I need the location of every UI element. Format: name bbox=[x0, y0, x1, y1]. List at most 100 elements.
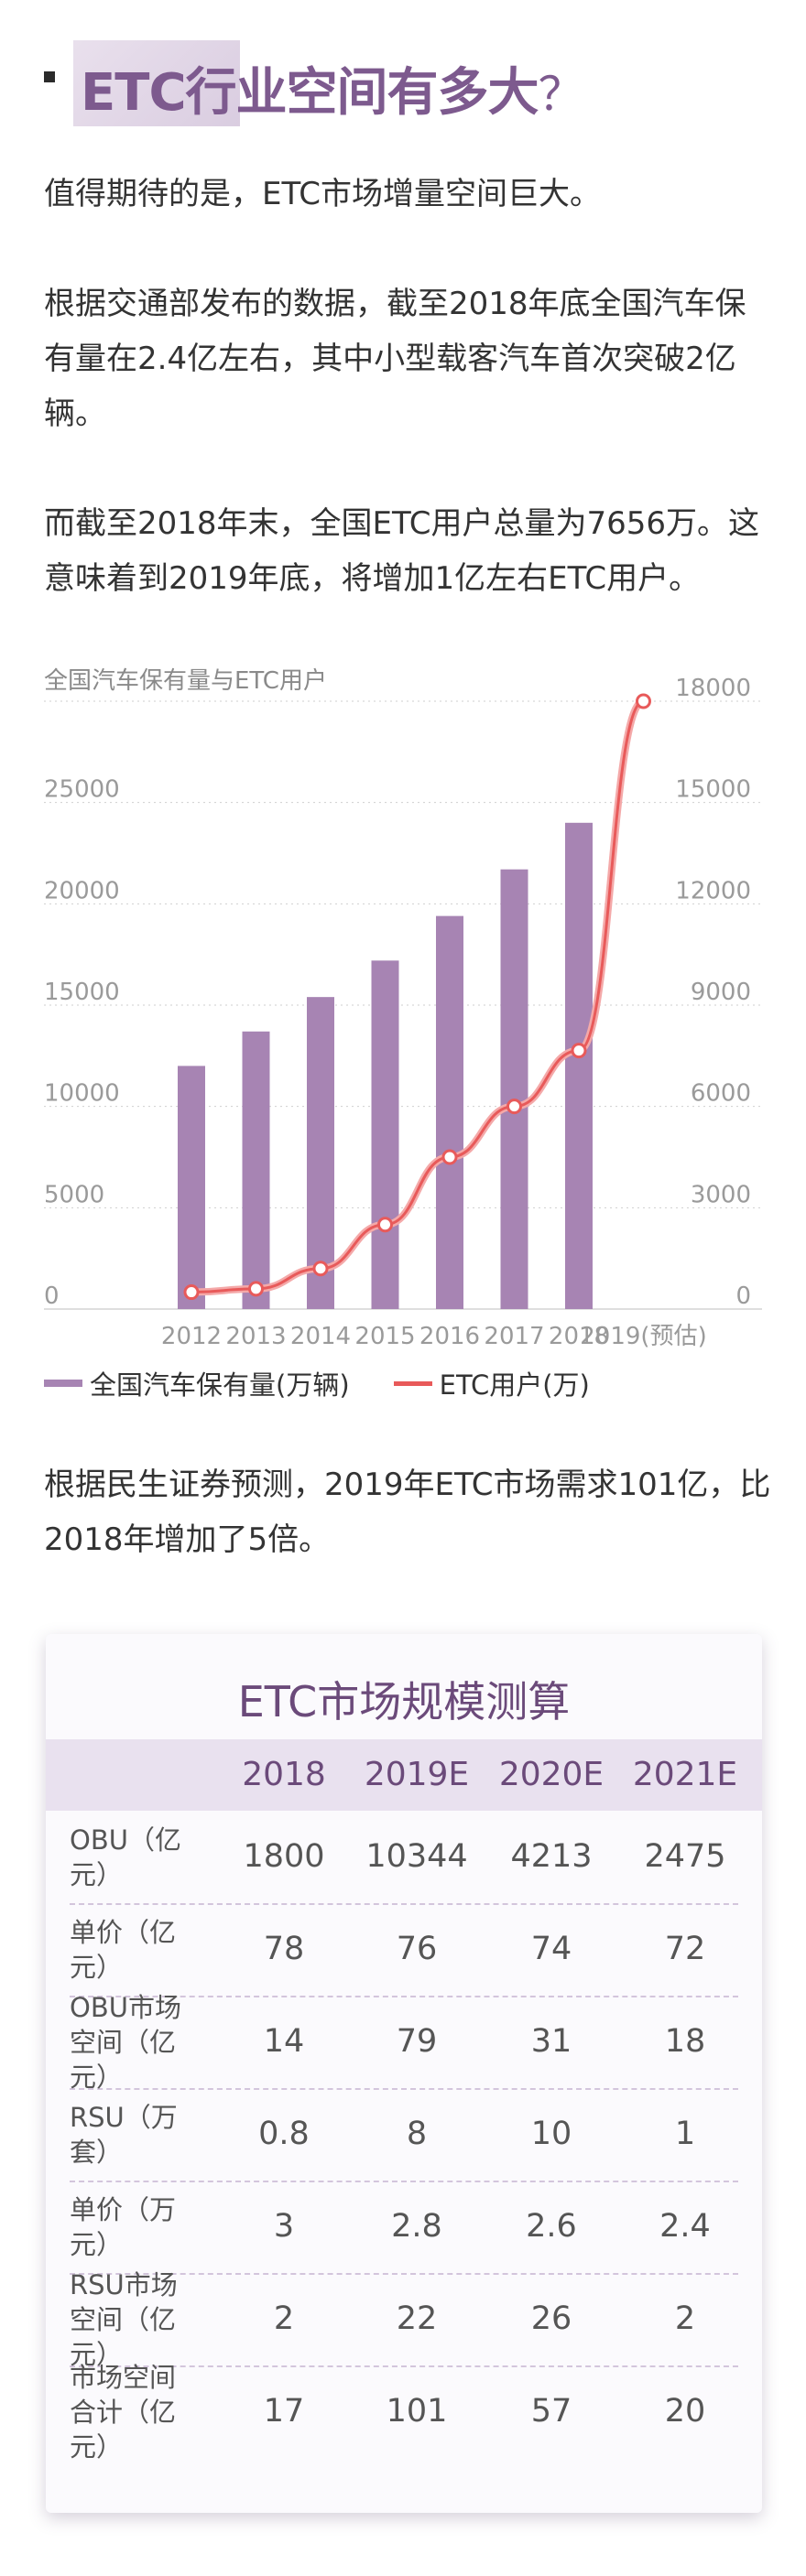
table-cell: 2475 bbox=[644, 1838, 726, 1875]
heading-highlight bbox=[73, 40, 240, 126]
bar-vehicles bbox=[371, 960, 399, 1309]
etc-point bbox=[183, 1284, 200, 1301]
table-cell: 57 bbox=[530, 2393, 572, 2430]
y-right-tick-label: 6000 bbox=[691, 1080, 751, 1108]
table-cell: 10 bbox=[530, 2116, 572, 2152]
etc-point bbox=[312, 1261, 329, 1277]
chart-legend: 全国汽车保有量(万辆) ETC用户(万) bbox=[44, 1364, 634, 1402]
y-right-tick-label: 15000 bbox=[675, 776, 751, 804]
table-cell: 20 bbox=[664, 2393, 706, 2430]
row-label-line: 空间（亿元） bbox=[70, 2303, 177, 2370]
x-tick-label: 2014 bbox=[290, 1323, 351, 1350]
bar-vehicles bbox=[436, 915, 463, 1309]
table-cell: 2 bbox=[273, 2300, 295, 2337]
column-header: 2020E bbox=[498, 1756, 604, 1793]
legend-item-vehicles: 全国汽车保有量(万辆) bbox=[44, 1364, 350, 1402]
legend-label-vehicles: 全国汽车保有量(万辆) bbox=[90, 1369, 350, 1401]
y-left-tick-label: 20000 bbox=[44, 877, 120, 904]
heading-question-mark: ？ bbox=[538, 68, 584, 121]
x-tick-label: 2016 bbox=[419, 1323, 480, 1350]
paragraph-etc-users: 而截至2018年末，全国ETC用户总量为7656万。这意味着到2019年底，将增… bbox=[44, 505, 760, 597]
row-label-line: RSU市场 bbox=[70, 2268, 178, 2300]
x-tick-label: 2013 bbox=[225, 1323, 286, 1350]
table-cell: 22 bbox=[396, 2300, 438, 2337]
row-label-line: RSU（万套） bbox=[70, 2101, 178, 2168]
table-cell: 79 bbox=[396, 2023, 438, 2060]
x-tick-label: 2017 bbox=[484, 1323, 544, 1350]
etc-point bbox=[441, 1149, 458, 1165]
table-cell: 76 bbox=[396, 1931, 438, 1967]
table-cell: 26 bbox=[530, 2300, 572, 2337]
bar-vehicles bbox=[307, 997, 334, 1309]
table-cell: 14 bbox=[263, 2023, 305, 2060]
row-label-line: 市场空间 bbox=[70, 2361, 177, 2393]
heading-title: ETC行业空间有多大 bbox=[81, 63, 539, 123]
column-header: 2021E bbox=[632, 1756, 738, 1793]
x-tick-label: 2018 bbox=[549, 1323, 609, 1350]
row-label: 市场空间 合计（亿元） bbox=[70, 2362, 207, 2462]
heading-bullet bbox=[44, 71, 55, 82]
table-cell: 1800 bbox=[243, 1838, 325, 1875]
chart-title: 全国汽车保有量与ETC用户 bbox=[44, 667, 327, 695]
legend-swatch-bar bbox=[44, 1380, 82, 1387]
legend-item-etc: ETC用户(万) bbox=[393, 1364, 590, 1402]
table-row: OBU（亿元） 1800 10344 4213 2475 bbox=[70, 1811, 738, 1905]
row-label-line: 单价（万元） bbox=[70, 2193, 177, 2260]
y-left-tick-label: 10000 bbox=[44, 1080, 120, 1108]
row-label-line: OBU（亿元） bbox=[70, 1824, 181, 1890]
market-size-card: ETC市场规模测算 2018 2019E 2020E 2021E OBU（亿元）… bbox=[46, 1634, 762, 2513]
column-header: 2019E bbox=[364, 1756, 470, 1793]
row-label-line: OBU市场 bbox=[70, 1991, 181, 2023]
table-cell: 18 bbox=[664, 2023, 706, 2060]
table-cell: 78 bbox=[263, 1931, 305, 1967]
row-label: OBU（亿元） bbox=[70, 1811, 207, 1903]
table-cell: 31 bbox=[530, 2023, 572, 2060]
etc-chart: 全国汽车保有量与ETC用户 0 5000 10000 15000 20000 25000 0… bbox=[44, 667, 762, 1350]
table-cell: 2.6 bbox=[526, 2208, 577, 2245]
paragraph-vehicle-stats: 根据交通部发布的数据，截至2018年底全国汽车保有量在2.4亿左右，其中小型载客… bbox=[44, 286, 746, 432]
row-label-line: 空间（亿元） bbox=[70, 2026, 177, 2093]
row-label: 单价（亿元） bbox=[70, 1903, 207, 1996]
column-header: 2018 bbox=[242, 1756, 326, 1793]
y-right-tick-label: 3000 bbox=[691, 1181, 751, 1208]
row-label-line: 合计（亿元） bbox=[70, 2396, 177, 2462]
table-row: 单价（亿元） 78 76 74 72 bbox=[70, 1903, 738, 1997]
row-label: RSU（万套） bbox=[70, 2088, 207, 2181]
y-left-tick-label: 0 bbox=[44, 1283, 60, 1310]
table-cell: 8 bbox=[406, 2116, 428, 2152]
legend-swatch-line bbox=[393, 1380, 432, 1386]
y-left-tick-label: 15000 bbox=[44, 979, 120, 1006]
table-header: 2018 2019E 2020E 2021E bbox=[46, 1739, 762, 1811]
paragraph-forecast: 根据民生证券预测，2019年ETC市场需求101亿，比2018年增加了5倍。 bbox=[44, 1467, 771, 1558]
table-row: 市场空间 合计（亿元） 17 101 57 20 bbox=[70, 2362, 738, 2462]
paragraph-intro: 值得期待的是，ETC市场增量空间巨大。 bbox=[44, 176, 601, 212]
row-label: RSU市场 空间（亿元） bbox=[70, 2269, 207, 2370]
table-cell: 3 bbox=[273, 2208, 295, 2245]
y-right-tick-label: 0 bbox=[735, 1283, 751, 1310]
table-cell: 101 bbox=[386, 2393, 448, 2430]
x-tick-label: 2012 bbox=[161, 1323, 222, 1350]
y-right-tick-label: 12000 bbox=[675, 877, 751, 904]
y-right-tick-label: 9000 bbox=[691, 979, 751, 1006]
bar-vehicles bbox=[242, 1031, 270, 1309]
table-cell: 4213 bbox=[510, 1838, 593, 1875]
legend-label-etc: ETC用户(万) bbox=[439, 1369, 590, 1401]
table-row: OBU市场 空间（亿元） 14 79 31 18 bbox=[70, 1992, 738, 2093]
table-row: RSU市场 空间（亿元） 2 22 26 2 bbox=[70, 2269, 738, 2370]
table-cell: 2.4 bbox=[659, 2208, 711, 2245]
table-cell: 2 bbox=[674, 2300, 696, 2337]
etc-point bbox=[506, 1099, 522, 1115]
table-title: ETC市场规模测算 bbox=[237, 1677, 571, 1726]
table-cell: 0.8 bbox=[258, 2116, 310, 2152]
bar-vehicles bbox=[178, 1066, 205, 1309]
x-tick-label: 2019(预估) bbox=[580, 1323, 706, 1350]
bar-vehicles bbox=[500, 869, 528, 1309]
table-row: 单价（万元） 3 2.8 2.6 2.4 bbox=[70, 2181, 738, 2275]
table-cell: 10344 bbox=[365, 1838, 468, 1875]
table-row: RSU（万套） 0.8 8 10 1 bbox=[70, 2088, 738, 2182]
etc-point bbox=[377, 1217, 393, 1233]
etc-point bbox=[571, 1043, 587, 1059]
x-tick-label: 2015 bbox=[354, 1323, 415, 1350]
table-cell: 72 bbox=[664, 1931, 706, 1967]
y-right-tick-label: 18000 bbox=[675, 675, 751, 702]
